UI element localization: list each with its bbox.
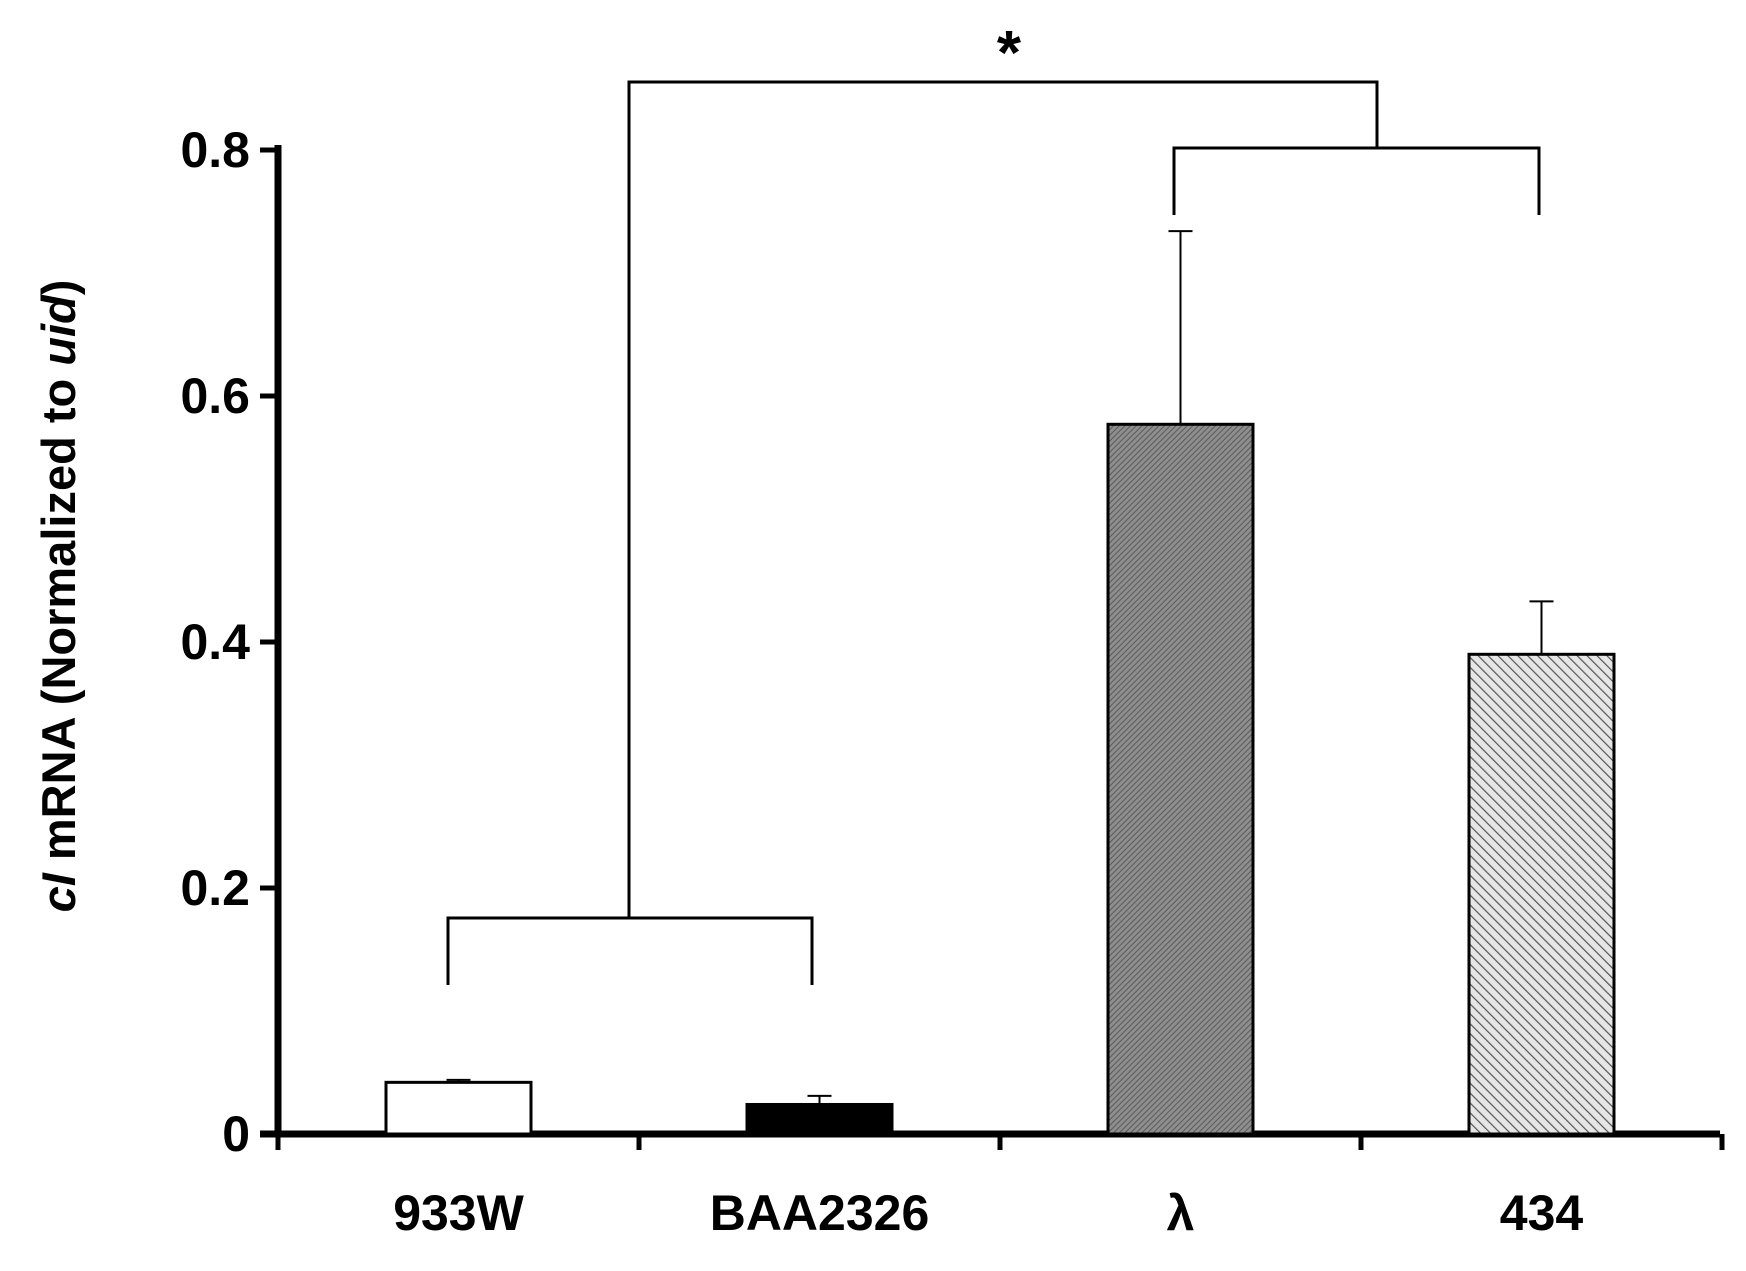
category-label: BAA2326: [710, 1185, 930, 1241]
category-label: 933W: [393, 1185, 524, 1241]
significance-asterisk: *: [997, 19, 1022, 88]
category-labels: 933W BAA2326 λ 434: [393, 1185, 1583, 1241]
y-tick-label: 0.8: [180, 122, 250, 178]
x-axis-ticks: [275, 1134, 1725, 1150]
significance-bracket: [446, 80, 1541, 985]
y-tick-label: 0: [222, 1106, 250, 1162]
bar-0: [384, 1080, 533, 1136]
bars: [384, 422, 1616, 1136]
bar-1: [745, 1102, 894, 1136]
bar-2: [1106, 422, 1255, 1136]
category-label: λ: [1167, 1185, 1195, 1241]
y-axis-ticks: 0 0.2 0.4 0.6 0.8: [180, 122, 278, 1162]
y-tick-label: 0.6: [180, 368, 250, 424]
bracket-right-group: [1172, 146, 1541, 215]
category-label: 434: [1500, 1185, 1584, 1241]
error-bars: [446, 230, 1554, 1105]
y-axis-label-reference-gene: uid: [32, 294, 85, 366]
y-axis-label-suffix: ): [32, 280, 85, 296]
bracket-top: [627, 80, 1379, 918]
y-axis-label-gene-prefix: cI: [32, 872, 85, 912]
y-tick-label: 0.4: [180, 614, 250, 670]
y-tick-label: 0.2: [180, 860, 250, 916]
y-axis-label: cI mRNA (Normalized to uid): [32, 280, 85, 913]
bracket-left-group: [446, 916, 814, 985]
y-axis-label-main: mRNA (Normalized to: [32, 366, 85, 873]
bar-3: [1467, 652, 1616, 1136]
